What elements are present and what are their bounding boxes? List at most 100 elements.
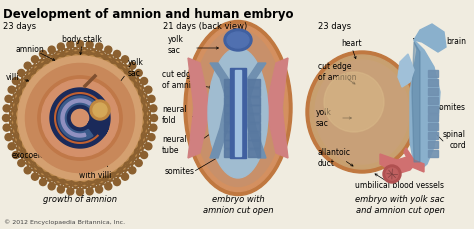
- Text: somites: somites: [436, 104, 466, 112]
- Polygon shape: [188, 58, 210, 158]
- Circle shape: [8, 86, 15, 93]
- Circle shape: [129, 167, 136, 174]
- Bar: [224, 79, 236, 87]
- Circle shape: [39, 179, 46, 185]
- Bar: [224, 149, 236, 157]
- Bar: [428, 97, 438, 104]
- Text: yolk
sac: yolk sac: [316, 109, 332, 128]
- Bar: [224, 88, 236, 96]
- Polygon shape: [410, 40, 440, 170]
- Text: brain: brain: [446, 38, 466, 46]
- Text: embryo with yolk sac
and amnion cut open: embryo with yolk sac and amnion cut open: [356, 196, 445, 215]
- Bar: [224, 123, 236, 131]
- Circle shape: [5, 95, 12, 102]
- Bar: [428, 114, 438, 121]
- Text: embryo with
amnion cut open: embryo with amnion cut open: [203, 196, 273, 215]
- Text: amnion: amnion: [16, 46, 45, 55]
- Bar: [428, 79, 438, 86]
- Circle shape: [113, 50, 120, 57]
- Ellipse shape: [315, 60, 409, 164]
- Text: umbilical blood vessels: umbilical blood vessels: [356, 180, 445, 190]
- Circle shape: [38, 76, 122, 160]
- Polygon shape: [412, 42, 420, 162]
- Circle shape: [31, 173, 38, 180]
- Text: cut edge
of amnion: cut edge of amnion: [162, 71, 201, 90]
- Circle shape: [24, 62, 31, 69]
- Text: Development of amnion and human embryo: Development of amnion and human embryo: [3, 8, 293, 21]
- Bar: [248, 105, 260, 113]
- Bar: [428, 141, 438, 148]
- Circle shape: [2, 114, 9, 122]
- Circle shape: [12, 50, 148, 186]
- Text: allantoic
duct: allantoic duct: [318, 148, 351, 168]
- Bar: [224, 96, 236, 104]
- Circle shape: [96, 43, 103, 50]
- Bar: [428, 88, 438, 95]
- Text: 23 days: 23 days: [3, 22, 36, 31]
- Circle shape: [105, 183, 112, 190]
- Circle shape: [39, 50, 46, 57]
- Polygon shape: [210, 63, 233, 158]
- Circle shape: [18, 160, 25, 166]
- Polygon shape: [404, 148, 424, 172]
- Bar: [428, 150, 438, 157]
- Polygon shape: [50, 88, 110, 148]
- Bar: [224, 131, 236, 139]
- Bar: [248, 131, 260, 139]
- Circle shape: [93, 103, 107, 117]
- Circle shape: [148, 134, 155, 141]
- Circle shape: [135, 69, 142, 76]
- Circle shape: [12, 152, 19, 158]
- Circle shape: [386, 168, 398, 180]
- Bar: [224, 114, 236, 122]
- Ellipse shape: [310, 55, 414, 169]
- Circle shape: [67, 188, 74, 195]
- Circle shape: [3, 124, 10, 131]
- Circle shape: [24, 167, 31, 174]
- Circle shape: [129, 62, 136, 69]
- Circle shape: [76, 188, 83, 196]
- Text: yolk
sac: yolk sac: [128, 58, 144, 78]
- Polygon shape: [243, 63, 266, 158]
- Circle shape: [48, 46, 55, 53]
- Circle shape: [12, 77, 19, 85]
- Circle shape: [90, 100, 110, 120]
- Circle shape: [150, 105, 157, 112]
- Text: villi: villi: [6, 74, 19, 82]
- Circle shape: [141, 152, 147, 158]
- Circle shape: [18, 69, 25, 76]
- Bar: [428, 132, 438, 139]
- Bar: [428, 70, 438, 77]
- Circle shape: [383, 165, 401, 183]
- Bar: [248, 149, 260, 157]
- Polygon shape: [398, 54, 414, 87]
- Text: cut edge
of amnion: cut edge of amnion: [318, 63, 356, 82]
- Circle shape: [121, 173, 128, 180]
- Circle shape: [76, 41, 83, 47]
- Bar: [428, 106, 438, 113]
- Circle shape: [48, 183, 55, 190]
- Text: body stalk: body stalk: [62, 35, 102, 44]
- Bar: [248, 88, 260, 96]
- Circle shape: [67, 41, 74, 48]
- Bar: [428, 123, 438, 130]
- Bar: [248, 140, 260, 148]
- Ellipse shape: [324, 72, 384, 132]
- Circle shape: [42, 79, 118, 156]
- Text: somites: somites: [165, 167, 195, 177]
- Circle shape: [113, 179, 120, 185]
- Text: neural
tube: neural tube: [162, 136, 187, 155]
- Polygon shape: [266, 58, 288, 158]
- Circle shape: [105, 46, 112, 53]
- Text: © 2012 Encyclopaedia Britannica, Inc.: © 2012 Encyclopaedia Britannica, Inc.: [4, 219, 125, 225]
- Circle shape: [3, 105, 10, 112]
- Bar: [224, 140, 236, 148]
- Circle shape: [18, 56, 142, 180]
- Circle shape: [31, 56, 38, 63]
- Text: neural
fold: neural fold: [162, 106, 187, 125]
- Bar: [224, 105, 236, 113]
- Ellipse shape: [184, 21, 292, 196]
- Ellipse shape: [188, 25, 288, 191]
- Circle shape: [150, 124, 157, 131]
- Ellipse shape: [306, 51, 418, 173]
